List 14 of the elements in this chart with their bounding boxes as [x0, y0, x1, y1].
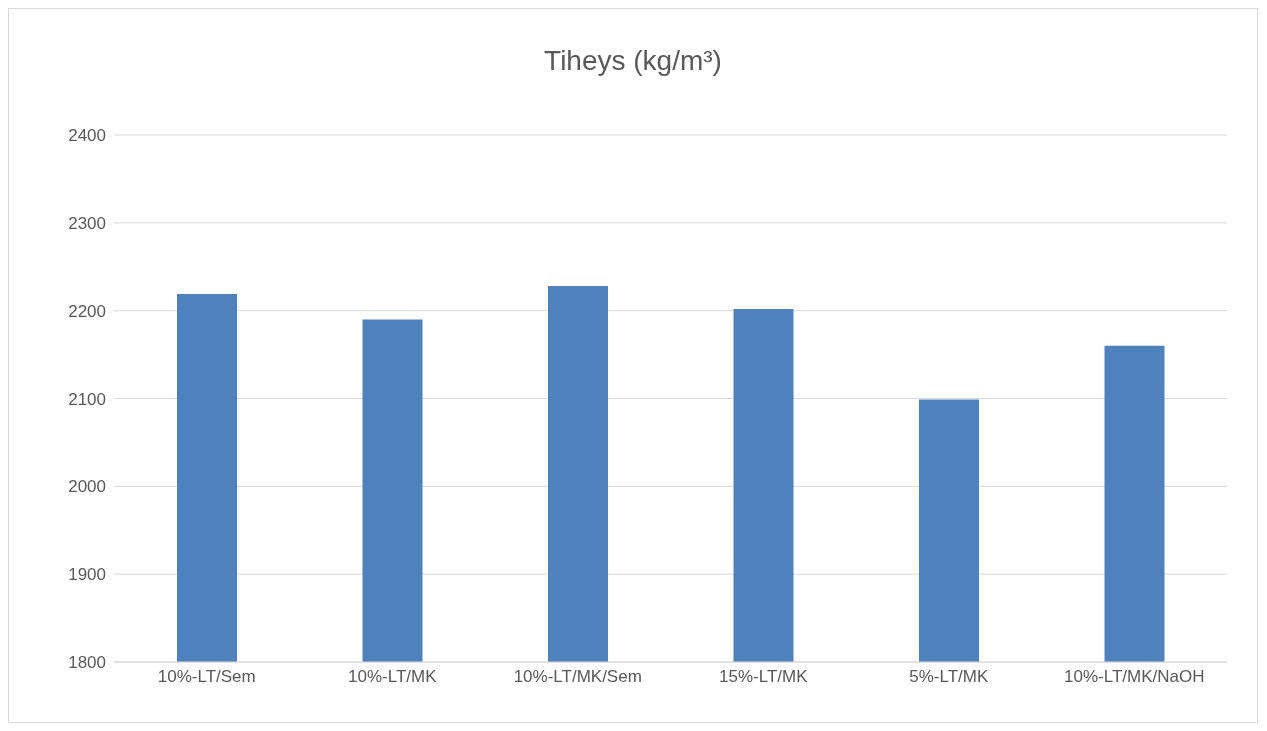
y-tick-label: 2300	[68, 213, 106, 233]
y-tick-label: 2200	[68, 301, 106, 321]
x-tick-label: 10%-LT/MK/Sem	[513, 667, 642, 687]
y-tick-label: 2000	[68, 477, 106, 497]
x-tick-label: 10%-LT/MK/NaOH	[1064, 667, 1205, 687]
x-tick-label: 5%-LT/MK	[909, 667, 989, 687]
x-tick-label: 15%-LT/MK	[719, 667, 809, 687]
x-tick-label: 10%-LT/Sem	[157, 667, 256, 687]
y-tick-label: 2400	[68, 126, 106, 146]
y-tick-label: 1800	[68, 653, 106, 673]
chart-title: Tiheys (kg/m³)	[543, 45, 723, 77]
y-tick-label: 2100	[68, 389, 106, 409]
x-tick-label: 10%-LT/MK	[348, 667, 438, 687]
y-tick-label: 1900	[68, 565, 106, 585]
